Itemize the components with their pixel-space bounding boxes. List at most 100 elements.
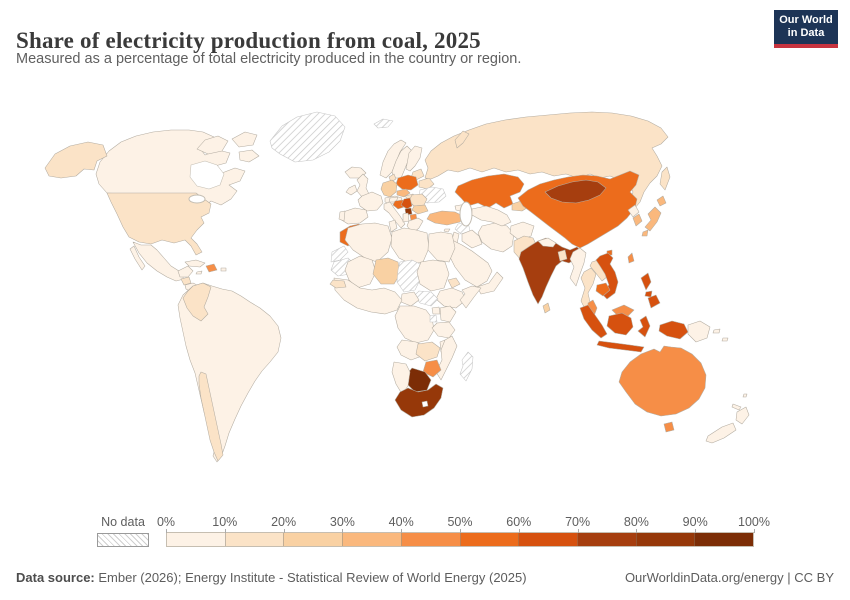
legend-bin-0-10%[interactable] [167, 533, 226, 546]
country-indonesia-java[interactable] [596, 340, 645, 353]
country-south-korea[interactable] [632, 213, 643, 227]
country-mongolia[interactable] [544, 179, 607, 204]
country-albania-montenegro[interactable] [402, 212, 410, 223]
country-mexico-baja[interactable] [129, 245, 146, 271]
country-lesotho[interactable] [421, 400, 429, 408]
legend-bin-20-30%[interactable] [284, 533, 344, 546]
country-myanmar[interactable] [569, 247, 587, 287]
country-sri-lanka[interactable] [542, 302, 551, 314]
country-new-caledonia[interactable] [731, 403, 742, 411]
country-russia-novaya-zemlya[interactable] [454, 130, 470, 149]
country-japan-hokkaido[interactable] [656, 195, 667, 207]
country-mali[interactable] [344, 255, 377, 289]
country-rwanda-burundi[interactable] [429, 314, 438, 323]
footer-attribution[interactable]: OurWorldinData.org/energy | CC BY [624, 570, 834, 585]
country-west-africa[interactable] [333, 277, 403, 315]
country-new-zealand-north[interactable] [735, 406, 750, 425]
country-canada-arctic-islands[interactable] [238, 149, 260, 163]
legend-bin-60-70%[interactable] [519, 533, 578, 546]
country-australia-tasmania[interactable] [663, 421, 675, 433]
country-japan-honshu[interactable] [644, 206, 662, 232]
country-philippines-mindanao[interactable] [647, 294, 661, 309]
country-greenland[interactable] [269, 111, 346, 163]
country-western-sahara[interactable] [330, 245, 349, 263]
country-serbia[interactable] [400, 197, 413, 210]
country-ethiopia[interactable] [435, 287, 467, 309]
country-united-states[interactable] [106, 192, 212, 256]
country-cuba[interactable] [184, 259, 206, 268]
country-colombia[interactable] [182, 282, 212, 322]
country-cyprus[interactable] [443, 228, 451, 233]
country-north-korea[interactable] [627, 204, 640, 218]
country-puerto-rico[interactable] [220, 267, 227, 272]
country-senegal[interactable] [329, 279, 347, 289]
country-philippines-visayas[interactable] [644, 290, 653, 298]
country-south-america-mainland[interactable] [177, 282, 282, 463]
country-bangladesh[interactable] [557, 249, 568, 262]
country-papua-new-guinea[interactable] [687, 320, 711, 343]
country-mexico-yucatan[interactable] [177, 265, 194, 278]
country-bulgaria[interactable] [411, 204, 429, 215]
country-iraq[interactable] [461, 229, 483, 249]
country-zimbabwe[interactable] [422, 359, 442, 378]
country-finland[interactable] [405, 145, 423, 172]
country-yemen-oman[interactable] [476, 271, 504, 295]
country-mozambique[interactable] [435, 335, 458, 381]
country-dr-congo[interactable] [394, 305, 435, 344]
country-turkey[interactable] [426, 210, 464, 226]
country-usa-alaska[interactable] [44, 141, 108, 179]
country-iran[interactable] [477, 222, 515, 253]
country-libya[interactable] [390, 227, 430, 265]
no-data-swatch[interactable] [97, 533, 149, 547]
country-eritrea[interactable] [447, 277, 461, 289]
country-madagascar[interactable] [459, 351, 474, 382]
country-png-islands[interactable] [712, 328, 721, 334]
legend-bin-40-50%[interactable] [401, 533, 461, 546]
country-dominican-republic[interactable] [205, 263, 218, 273]
legend-bin-50-60%[interactable] [460, 533, 520, 546]
country-germany[interactable] [380, 179, 398, 198]
country-jamaica[interactable] [195, 270, 203, 275]
country-indonesia-sumatra[interactable] [579, 304, 608, 339]
country-philippines-luzon[interactable] [640, 272, 652, 291]
country-south-africa[interactable] [394, 383, 444, 418]
legend-bin-70-80%[interactable] [577, 533, 637, 546]
country-iceland[interactable] [344, 166, 367, 179]
country-japan-kyushu[interactable] [641, 229, 649, 237]
country-zambia[interactable] [415, 341, 441, 362]
country-nepal[interactable] [537, 237, 557, 248]
country-kenya[interactable] [439, 305, 457, 323]
legend-no-data[interactable]: No data [97, 515, 149, 547]
country-somalia[interactable] [459, 285, 482, 309]
country-egypt[interactable] [427, 231, 456, 263]
country-chile[interactable] [198, 371, 224, 462]
country-tanzania[interactable] [431, 321, 456, 339]
owid-logo[interactable]: Our World in Data [774, 10, 838, 48]
country-indonesia-kalimantan[interactable] [606, 312, 634, 336]
country-uzbekistan-turkmenistan[interactable] [471, 205, 512, 227]
country-norway[interactable] [379, 139, 407, 179]
country-cambodia[interactable] [595, 282, 611, 297]
country-australia[interactable] [618, 345, 707, 417]
legend-bin-10-20%[interactable] [225, 533, 285, 546]
country-italy[interactable] [383, 201, 406, 229]
country-france[interactable] [357, 191, 384, 212]
country-vanuatu[interactable] [742, 393, 748, 398]
country-vietnam[interactable] [595, 252, 619, 300]
country-taiwan[interactable] [627, 252, 635, 264]
country-algeria[interactable] [344, 222, 393, 263]
country-czechia[interactable] [396, 188, 411, 198]
country-solomon-islands[interactable] [721, 337, 729, 342]
legend-bin-30-40%[interactable] [343, 533, 402, 546]
country-russia-sakhalin[interactable] [659, 166, 671, 191]
country-uganda[interactable] [431, 306, 441, 315]
country-ireland[interactable] [345, 184, 358, 196]
country-indonesia-sulawesi[interactable] [637, 315, 651, 338]
country-canada-arctic-islands[interactable] [231, 131, 258, 148]
country-guatemala[interactable] [180, 276, 192, 286]
country-niger[interactable] [372, 257, 401, 285]
country-bosnia[interactable] [392, 199, 405, 210]
country-russia[interactable] [424, 111, 669, 209]
country-svalbard[interactable] [373, 118, 394, 129]
legend-bin-80-90%[interactable] [636, 533, 696, 546]
